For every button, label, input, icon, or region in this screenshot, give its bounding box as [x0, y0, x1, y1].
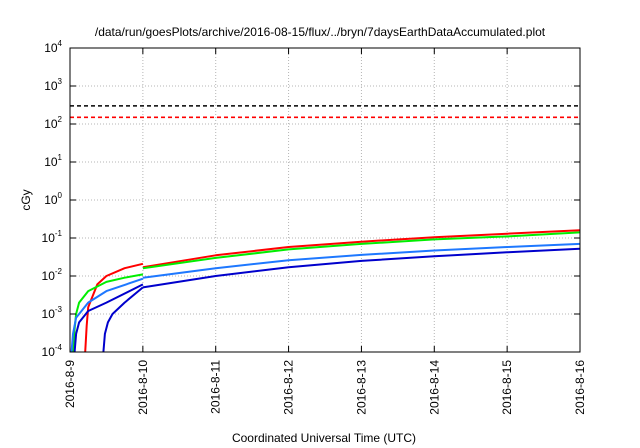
y-tick-label: 103	[44, 77, 62, 93]
chart-title: /data/run/goesPlots/archive/2016-08-15/f…	[95, 25, 546, 39]
reference-lines	[70, 105, 580, 119]
x-tick-label: 2016-8-15	[500, 360, 514, 415]
x-tick-label: 2016-8-16	[573, 360, 587, 415]
x-tick-label: 2016-8-9	[63, 360, 77, 408]
series-line	[72, 273, 144, 352]
y-tick-label: 10-4	[42, 343, 63, 359]
series-line	[142, 242, 580, 279]
x-axis-ticks: 2016-8-9 2016-8-10 2016-8-11 2016-8-12 2016-…	[63, 48, 587, 415]
x-tick-label: 2016-8-11	[209, 360, 223, 414]
y-axis-ticks: 10-4 10-3 10-2 10-1 100 101 102 103 104	[42, 39, 580, 359]
y-tick-label: 102	[44, 115, 62, 131]
y-tick-label: 101	[44, 153, 62, 169]
y-tick-label: 10-3	[42, 305, 63, 321]
series-line	[70, 277, 144, 352]
grid	[70, 48, 580, 352]
y-tick-label: 100	[44, 191, 62, 207]
x-tick-label: 2016-8-10	[136, 360, 150, 415]
y-axis-label: cGy	[19, 189, 33, 210]
x-tick-label: 2016-8-12	[282, 360, 296, 415]
series-line	[142, 229, 580, 269]
series-line	[84, 262, 144, 352]
y-tick-label: 10-1	[42, 229, 63, 245]
series-lines	[70, 229, 580, 352]
x-axis-label: Coordinated Universal Time (UTC)	[232, 431, 416, 445]
series-line	[142, 247, 580, 289]
y-tick-label: 104	[44, 39, 62, 55]
series-line	[102, 286, 144, 352]
y-tick-label: 10-2	[42, 267, 63, 283]
x-tick-label: 2016-8-14	[427, 360, 441, 415]
series-line	[142, 231, 580, 270]
x-tick-label: 2016-8-13	[354, 360, 368, 415]
series-line	[73, 283, 144, 352]
